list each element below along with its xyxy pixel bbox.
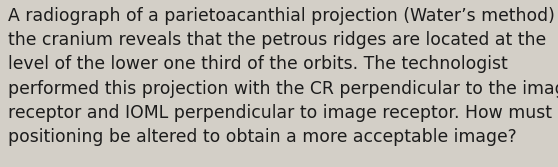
Text: A radiograph of a parietoacanthial projection (Water’s method) of
the cranium re: A radiograph of a parietoacanthial proje… (8, 7, 558, 146)
